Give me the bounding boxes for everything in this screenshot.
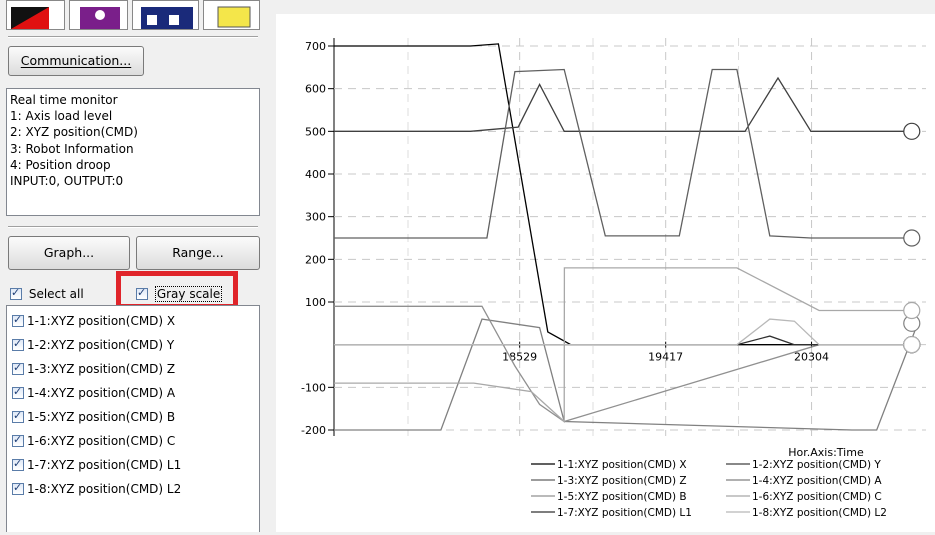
- plot-top-strip: [268, 0, 935, 14]
- chart-panel[interactable]: 700 600 500 400 300 200 100 -100 -200 18529 19417 2…: [276, 14, 935, 532]
- y-tick-label: 500: [305, 125, 326, 138]
- purple-tool-icon[interactable]: [69, 0, 128, 30]
- info-line: 2: XYZ position(CMD): [10, 125, 138, 140]
- y-tick-label: -200: [301, 424, 326, 437]
- list-item-label: 1-6:XYZ position(CMD) C: [27, 434, 176, 448]
- communication-button[interactable]: Communication...: [8, 46, 144, 76]
- list-item[interactable]: 1-2:XYZ position(CMD) Y: [12, 337, 175, 352]
- list-item-label: 1-5:XYZ position(CMD) B: [27, 410, 176, 424]
- list-item-label: 1-1:XYZ position(CMD) X: [27, 314, 176, 328]
- series-line: [334, 318, 918, 346]
- x-tick-label: 20304: [794, 351, 829, 364]
- list-item[interactable]: 1-5:XYZ position(CMD) B: [12, 409, 176, 424]
- select-all-label: Select all: [28, 287, 84, 301]
- checkbox-checked-icon[interactable]: [12, 385, 24, 399]
- info-line: Real time monitor: [10, 93, 118, 107]
- select-all-checkbox[interactable]: Select all: [10, 286, 84, 301]
- legend-label: 1-4:XYZ position(CMD) A: [752, 475, 882, 487]
- y-tick-label: 400: [305, 168, 326, 181]
- legend-label: 1-2:XYZ position(CMD) Y: [752, 459, 881, 471]
- checkbox-checked-icon[interactable]: [12, 409, 24, 423]
- line-chart: 700 600 500 400 300 200 100 -100 -200 18529 19417 2…: [301, 38, 926, 519]
- y-tick-label: 200: [305, 253, 326, 266]
- separator: [8, 226, 258, 228]
- checkbox-checked-icon[interactable]: [12, 337, 24, 351]
- series-line: [334, 68, 918, 239]
- list-item-label: 1-7:XYZ position(CMD) L1: [27, 458, 182, 472]
- red-black-icon[interactable]: [6, 0, 65, 30]
- highlight-box: [116, 271, 238, 309]
- y-tick-label: 100: [305, 296, 326, 309]
- series-line: [334, 267, 918, 423]
- yellow-folder-icon[interactable]: [203, 0, 260, 30]
- series-end-marker: [903, 229, 921, 247]
- communication-label: Communication...: [20, 53, 132, 68]
- x-axis-label: Hor.Axis:Time: [788, 446, 864, 459]
- list-item[interactable]: 1-1:XYZ position(CMD) X: [12, 313, 176, 328]
- series-end-marker: [903, 301, 921, 320]
- checkbox-checked-icon[interactable]: [12, 361, 24, 375]
- legend-label: 1-8:XYZ position(CMD) L2: [752, 507, 887, 519]
- range-button[interactable]: Range...: [136, 236, 260, 270]
- series-end-marker: [903, 122, 921, 140]
- list-item[interactable]: 1-4:XYZ position(CMD) A: [12, 385, 176, 400]
- legend-label: 1-6:XYZ position(CMD) C: [752, 491, 882, 503]
- checkbox-checked-icon[interactable]: [12, 313, 24, 327]
- y-tick-label: 700: [305, 40, 326, 53]
- checkbox-checked-icon: [136, 286, 148, 300]
- x-tick-label: 18529: [502, 351, 537, 364]
- legend-label: 1-3:XYZ position(CMD) Z: [557, 475, 687, 487]
- gray-scale-checkbox[interactable]: Gray scale: [136, 286, 223, 302]
- list-item[interactable]: 1-7:XYZ position(CMD) L1: [12, 457, 182, 472]
- gray-scale-label: Gray scale: [154, 286, 223, 302]
- info-line: 3: Robot Information: [10, 141, 134, 156]
- series-end-marker: [903, 336, 921, 354]
- info-line: INPUT:0, OUTPUT:0: [10, 174, 124, 189]
- series-line: [334, 305, 918, 423]
- y-tick-label: 600: [305, 83, 326, 96]
- x-tick-label: 19417: [648, 351, 683, 364]
- save-disk-icon[interactable]: [132, 0, 199, 30]
- separator: [8, 36, 258, 38]
- series-line: [334, 76, 918, 132]
- list-item[interactable]: 1-6:XYZ position(CMD) C: [12, 433, 176, 448]
- y-tick-label: -100: [301, 381, 326, 394]
- control-panel: Communication... Real time monitor 1: Ax…: [0, 0, 268, 532]
- monitor-info-box: Real time monitor 1: Axis load level 2: …: [6, 88, 260, 216]
- series-list[interactable]: 1-1:XYZ position(CMD) X 1-2:XYZ position…: [6, 305, 260, 532]
- info-line: 1: Axis load level: [10, 109, 113, 124]
- series-line: [334, 335, 918, 346]
- y-tick-label: 300: [305, 211, 326, 224]
- list-item-label: 1-4:XYZ position(CMD) A: [27, 386, 176, 400]
- graph-button[interactable]: Graph...: [8, 236, 130, 270]
- checkbox-checked-icon[interactable]: [12, 433, 24, 447]
- checkbox-checked-icon[interactable]: [12, 457, 24, 471]
- list-item[interactable]: 1-8:XYZ position(CMD) L2: [12, 481, 182, 496]
- list-item-label: 1-3:XYZ position(CMD) Z: [27, 362, 176, 376]
- list-item-label: 1-2:XYZ position(CMD) Y: [27, 338, 175, 352]
- legend-label: 1-7:XYZ position(CMD) L1: [557, 507, 692, 519]
- checkbox-checked-icon: [10, 286, 22, 300]
- legend-label: 1-5:XYZ position(CMD) B: [557, 491, 687, 503]
- legend-label: 1-1:XYZ position(CMD) X: [557, 459, 687, 471]
- list-item[interactable]: 1-3:XYZ position(CMD) Z: [12, 361, 176, 376]
- info-line: 4: Position droop: [10, 157, 111, 172]
- graph-label: Graph...: [43, 245, 95, 260]
- range-label: Range...: [172, 245, 224, 260]
- series-line: [334, 318, 919, 431]
- list-item-label: 1-8:XYZ position(CMD) L2: [27, 482, 182, 496]
- checkbox-checked-icon[interactable]: [12, 481, 24, 495]
